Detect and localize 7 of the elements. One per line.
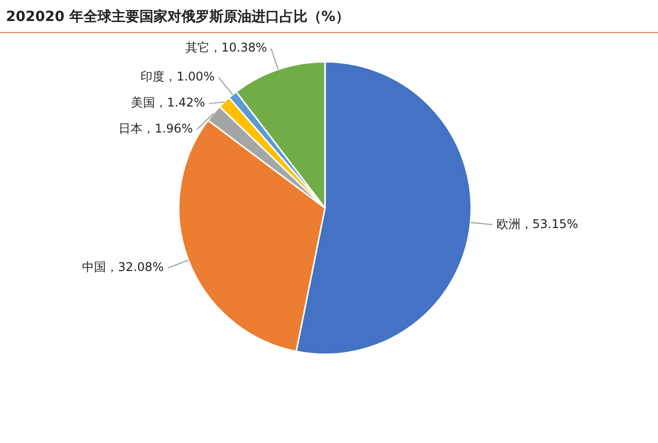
slice-label: 欧洲，53.15%: [496, 216, 578, 231]
slice-label: 中国，32.08%: [82, 260, 164, 274]
slice-label: 美国，1.42%: [131, 96, 206, 110]
slice-label: 印度，1.00%: [140, 70, 215, 84]
slice-label: 日本，1.96%: [118, 122, 193, 136]
chart-title: 202020 年全球主要国家对俄罗斯原油进口占比（%）: [0, 0, 658, 33]
slice-label: 其它，10.38%: [185, 40, 268, 55]
